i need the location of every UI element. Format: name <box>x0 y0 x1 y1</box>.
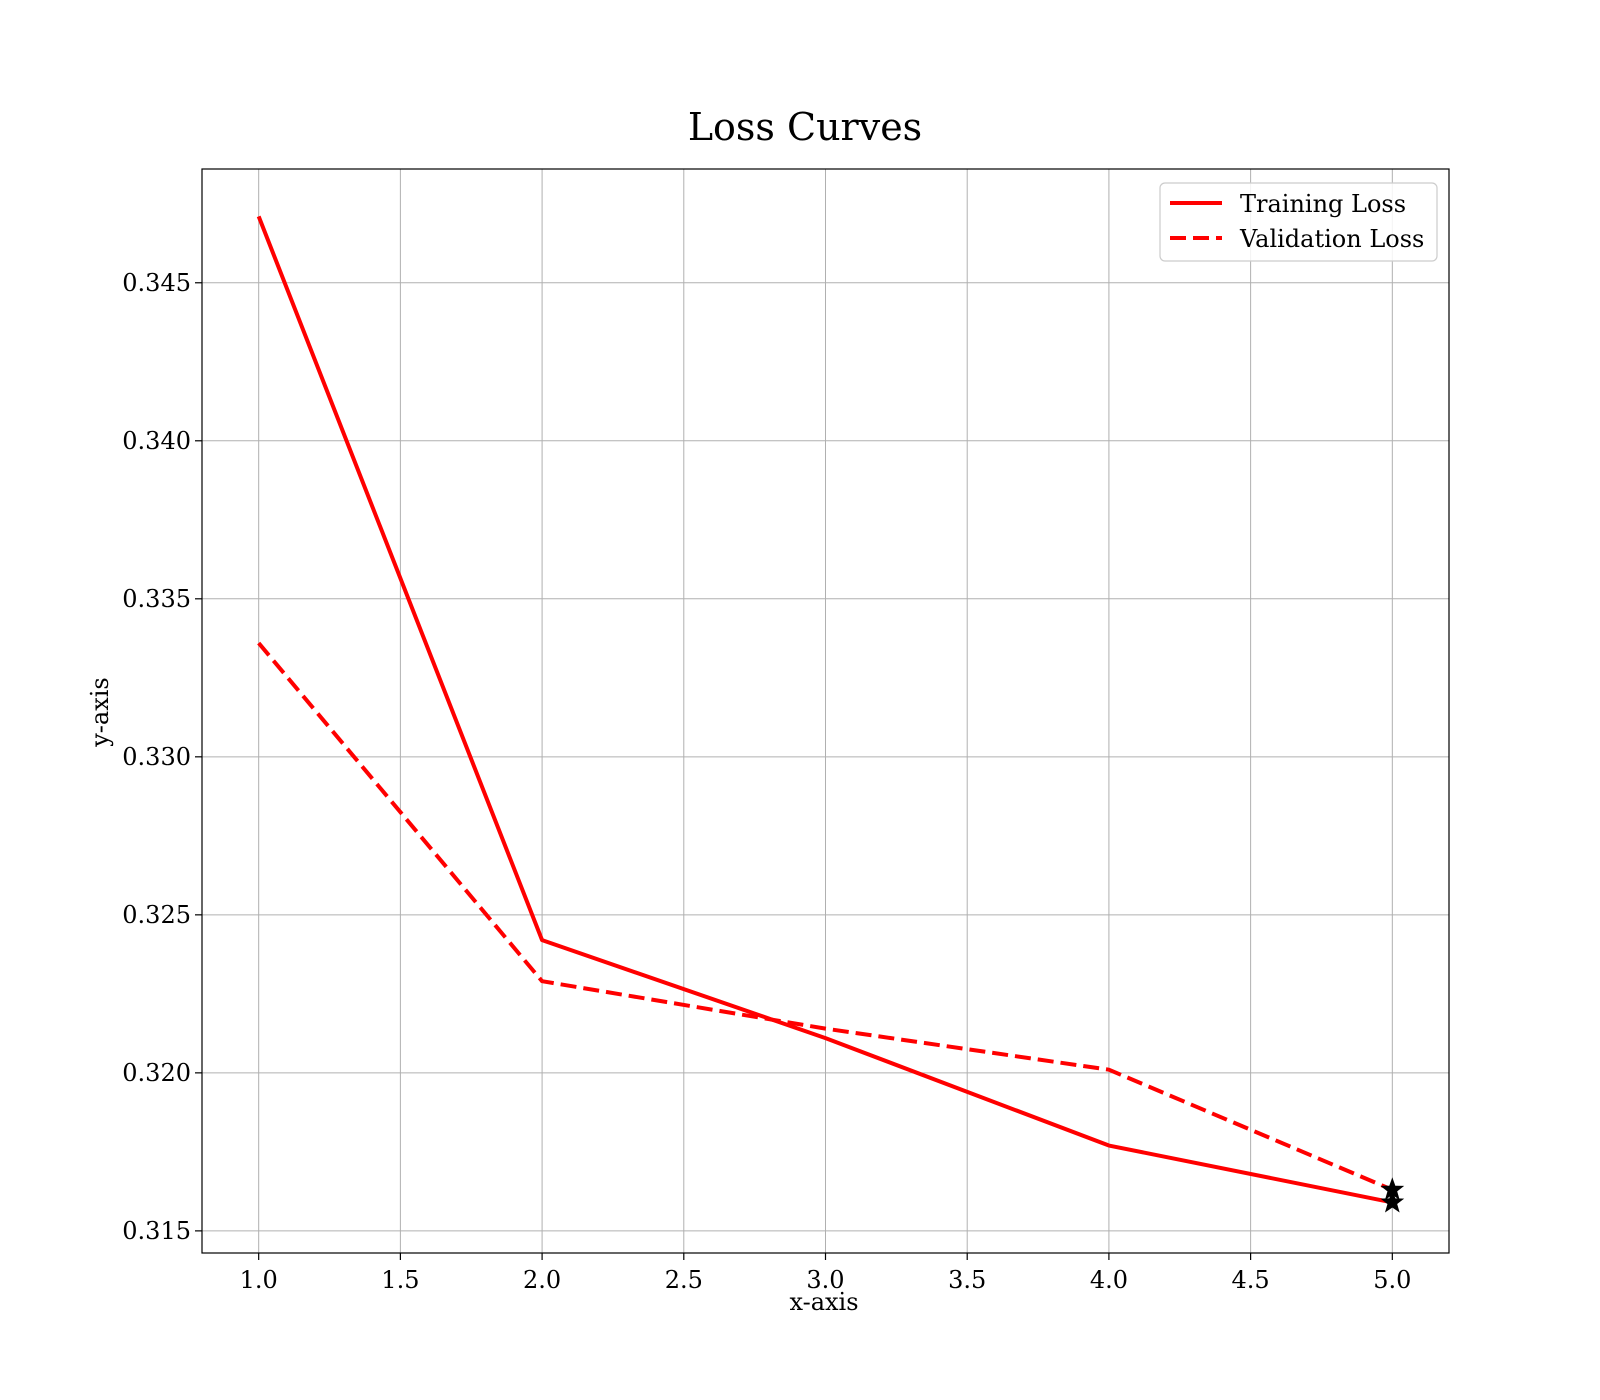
y-tick-label: 0.330 <box>122 743 191 771</box>
y-axis-label: y-axis <box>86 677 114 748</box>
x-tick-label: 1.0 <box>240 1266 278 1294</box>
legend: Training Loss Validation Loss <box>1159 182 1438 262</box>
y-tick-label: 0.320 <box>122 1059 191 1087</box>
x-tick-label: 2.0 <box>523 1266 561 1294</box>
series-line-0 <box>256 215 1393 1205</box>
x-tick-label: 5.0 <box>1373 1266 1411 1294</box>
end-markers <box>1380 1177 1405 1213</box>
chart-title: Loss Curves <box>688 105 922 149</box>
y-tick-label: 0.340 <box>122 427 191 455</box>
legend-box <box>1159 182 1438 262</box>
grid <box>202 169 1449 1253</box>
y-tick-label: 0.345 <box>122 269 191 297</box>
x-tick-label: 3.0 <box>806 1266 844 1294</box>
legend-label: Validation Loss <box>1239 225 1424 253</box>
y-tick-label: 0.335 <box>122 585 191 613</box>
x-tick-label: 4.0 <box>1090 1266 1128 1294</box>
series-lines <box>256 215 1394 1205</box>
x-tick-label: 3.5 <box>948 1266 986 1294</box>
series-end-star-marker <box>1380 1189 1405 1213</box>
axis-ticks: 1.0 1.5 2.0 2.5 3.0 3.5 4.0 4.5 5.0 0.315 0.320 0.3… <box>122 269 1411 1294</box>
series-end-star-marker <box>1380 1177 1405 1200</box>
x-tick-label: 4.5 <box>1232 1266 1270 1294</box>
y-tick-label: 0.315 <box>122 1217 191 1245</box>
x-tick-label: 1.5 <box>381 1266 419 1294</box>
x-axis-label: x-axis <box>789 1288 858 1316</box>
series-line-1 <box>257 641 1394 1192</box>
legend-label: Training Loss <box>1240 190 1406 218</box>
x-tick-label: 2.5 <box>665 1266 703 1294</box>
y-tick-label: 0.325 <box>122 901 191 929</box>
